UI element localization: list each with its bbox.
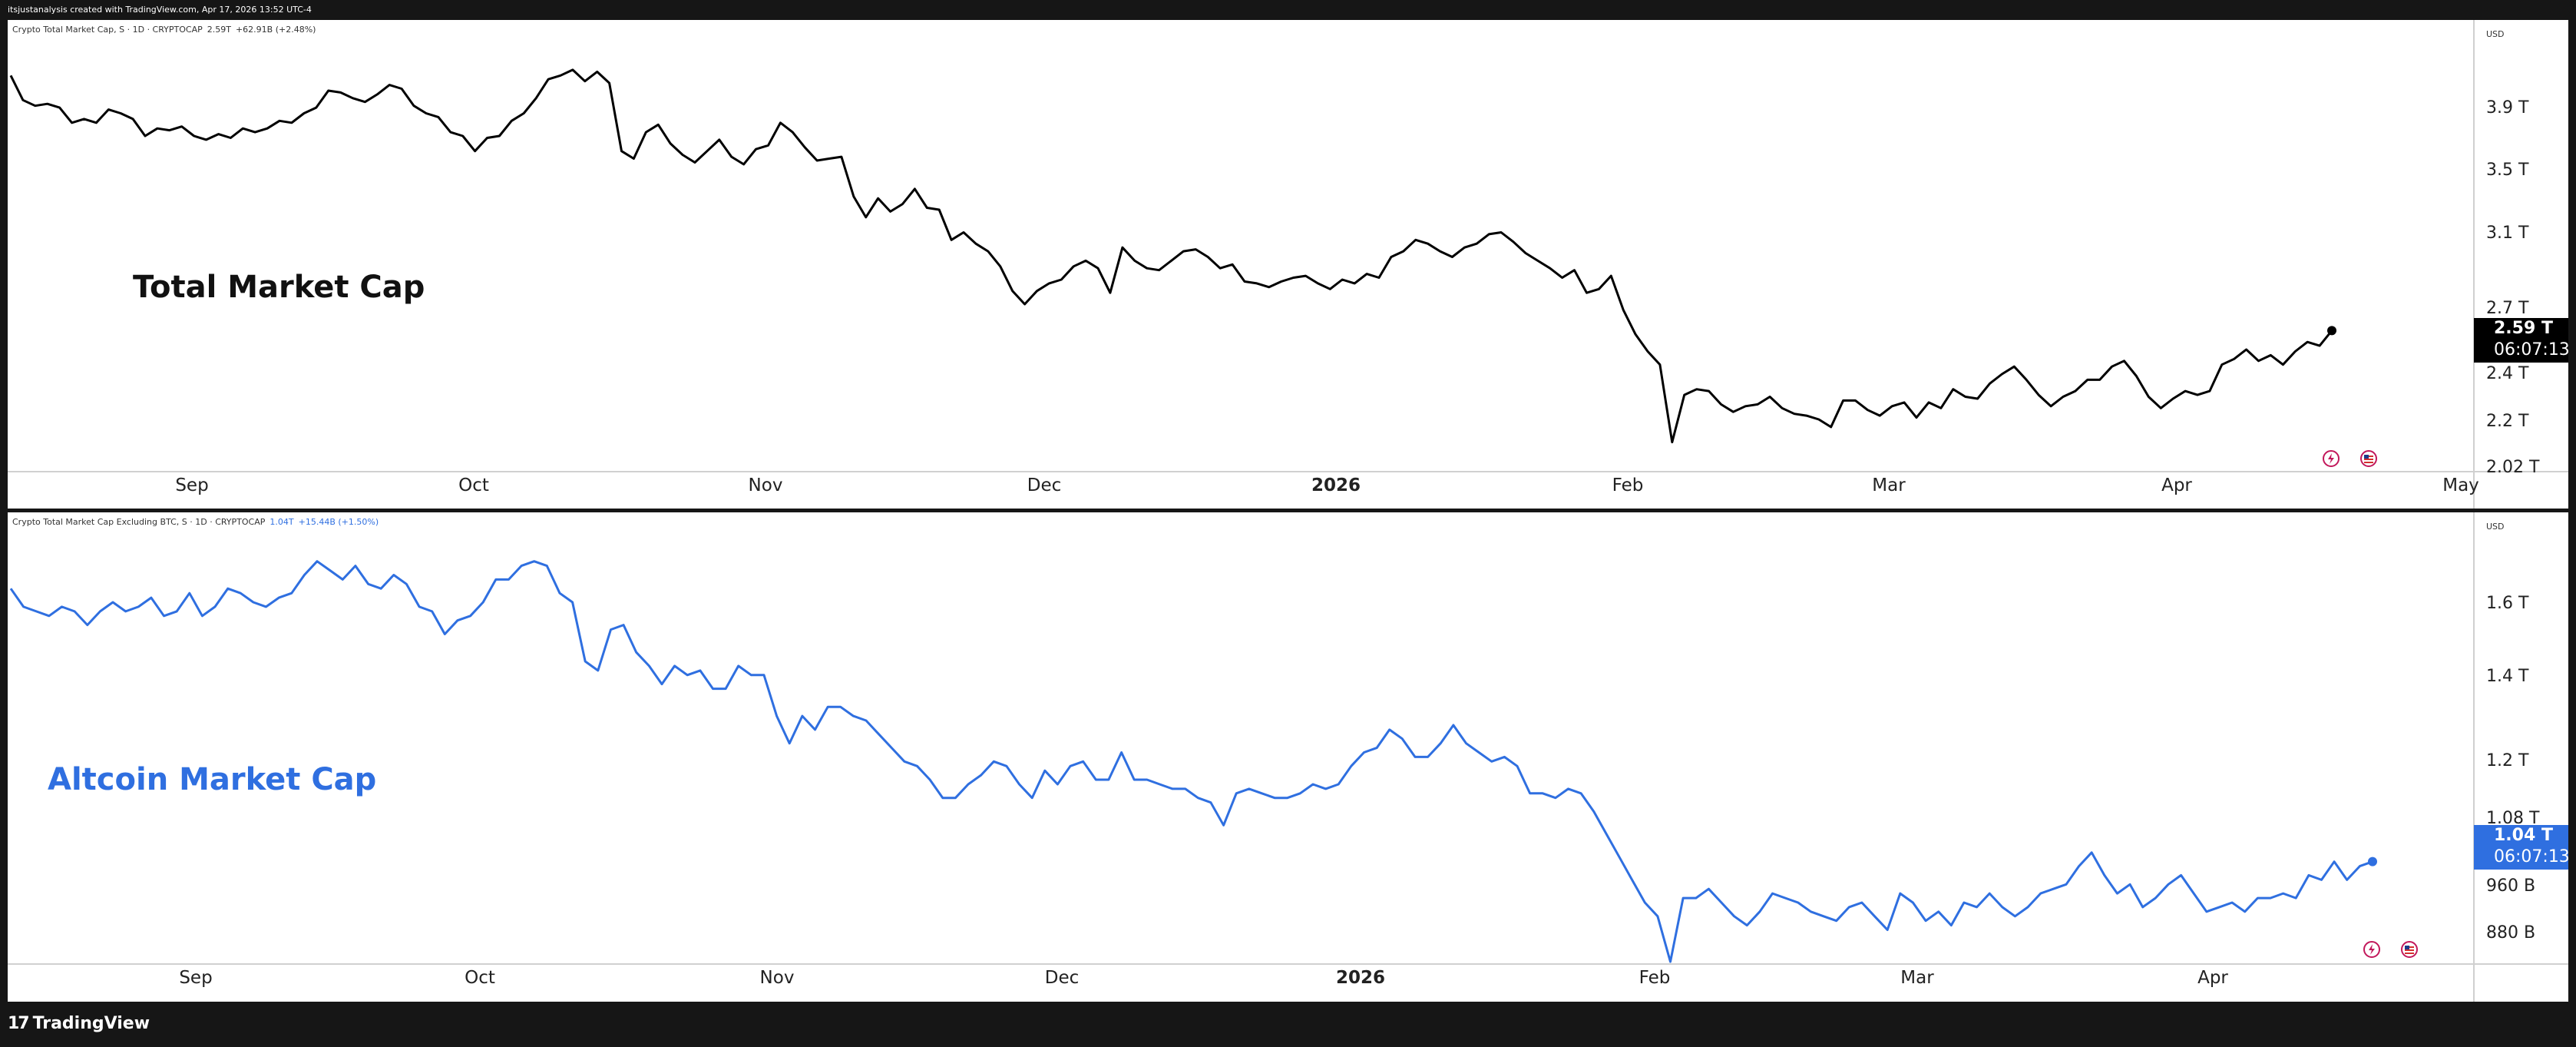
last-price: 1.04T bbox=[270, 517, 294, 527]
x-tick-label: Dec bbox=[1045, 968, 1080, 988]
last-price-badge: 1.04 T 06:07:13 bbox=[2474, 825, 2568, 870]
badge-value: 2.59 T bbox=[2494, 319, 2553, 338]
us-flag-icon[interactable] bbox=[2401, 941, 2418, 958]
total-market-cap-chart[interactable]: 3.9 T 3.5 T 3.1 T 2.7 T 2.4 T 2.2 T 2.02 T Sep O… bbox=[8, 20, 2568, 509]
altcoin-market-cap-pane[interactable]: 1.6 T 1.4 T 1.2 T 1.08 T 960 B 880 B Sep Oct Nov… bbox=[8, 512, 2568, 1002]
x-tick-label: Apr bbox=[2161, 475, 2192, 495]
y-tick-label: 880 B bbox=[2486, 923, 2535, 943]
currency-label: USD bbox=[2486, 29, 2505, 39]
lightning-icon[interactable] bbox=[2323, 450, 2340, 467]
y-tick-label: 960 B bbox=[2486, 876, 2535, 896]
y-tick-label: 2.4 T bbox=[2486, 364, 2529, 383]
symbol-title: Crypto Total Market Cap, S · 1D · CRYPTO… bbox=[12, 25, 203, 35]
x-tick-label: Oct bbox=[458, 475, 489, 495]
x-tick-label: Feb bbox=[1639, 968, 1671, 988]
y-tick-label: 3.1 T bbox=[2486, 224, 2529, 243]
y-tick-label: 3.5 T bbox=[2486, 161, 2529, 180]
chart-annotation-label: Altcoin Market Cap bbox=[48, 762, 377, 797]
badge-value: 1.04 T bbox=[2494, 826, 2553, 845]
y-tick-label: 1.6 T bbox=[2486, 594, 2529, 613]
price-change: +62.91B (+2.48%) bbox=[235, 25, 316, 35]
x-tick-label: Nov bbox=[760, 968, 795, 988]
lightning-icon[interactable] bbox=[2363, 941, 2380, 958]
us-flag-icon[interactable] bbox=[2360, 450, 2377, 467]
chart-annotation-label: Total Market Cap bbox=[133, 270, 425, 305]
last-price-badge: 2.59 T 06:07:13 bbox=[2474, 318, 2568, 363]
badge-countdown: 06:07:13 bbox=[2494, 340, 2568, 359]
x-tick-label: May bbox=[2442, 475, 2479, 495]
y-tick-label: 1.08 T bbox=[2486, 809, 2540, 828]
y-tick-label: 1.2 T bbox=[2486, 751, 2529, 770]
altcoin-market-cap-chart[interactable]: 1.6 T 1.4 T 1.2 T 1.08 T 960 B 880 B Sep Oct Nov… bbox=[8, 512, 2568, 1002]
badge-countdown: 06:07:13 bbox=[2494, 847, 2568, 866]
x-tick-label: Sep bbox=[175, 475, 208, 495]
y-tick-label: 2.02 T bbox=[2486, 458, 2540, 477]
last-price: 2.59T bbox=[207, 25, 231, 35]
x-tick-label: Oct bbox=[465, 968, 495, 988]
x-tick-label: 2026 bbox=[1336, 968, 1385, 988]
footer-bar: 17 TradingView bbox=[0, 1002, 2576, 1047]
symbol-title: Crypto Total Market Cap Excluding BTC, S… bbox=[12, 517, 266, 527]
y-tick-label: 3.9 T bbox=[2486, 98, 2529, 118]
x-tick-label: Nov bbox=[749, 475, 783, 495]
brand-name: TradingView bbox=[32, 1014, 150, 1033]
x-tick-label: Apr bbox=[2197, 968, 2228, 988]
price-change: +15.44B (+1.50%) bbox=[298, 517, 379, 527]
x-tick-label: Feb bbox=[1612, 475, 1644, 495]
y-tick-label: 2.2 T bbox=[2486, 412, 2529, 431]
tradingview-logo-icon: 17 bbox=[8, 1014, 30, 1033]
symbol-header: Crypto Total Market Cap Excluding BTC, S… bbox=[12, 517, 379, 527]
last-point-marker bbox=[2368, 856, 2377, 866]
x-tick-label: Mar bbox=[1872, 475, 1906, 495]
x-tick-label: Mar bbox=[1900, 968, 1934, 988]
series-line[interactable] bbox=[9, 560, 2373, 963]
currency-label: USD bbox=[2486, 522, 2505, 532]
x-tick-label: Sep bbox=[179, 968, 212, 988]
y-tick-label: 2.7 T bbox=[2486, 299, 2529, 318]
tradingview-logo[interactable]: 17 TradingView bbox=[8, 1014, 150, 1033]
chart-attribution-bar: itsjustanalysis created with TradingView… bbox=[0, 0, 2576, 20]
total-market-cap-pane[interactable]: 3.9 T 3.5 T 3.1 T 2.7 T 2.4 T 2.2 T 2.02 T Sep O… bbox=[8, 20, 2568, 509]
last-point-marker bbox=[2327, 326, 2336, 336]
series-line[interactable] bbox=[9, 68, 2333, 444]
symbol-header: Crypto Total Market Cap, S · 1D · CRYPTO… bbox=[12, 25, 316, 35]
x-tick-label: 2026 bbox=[1311, 475, 1361, 495]
y-tick-label: 1.4 T bbox=[2486, 667, 2529, 686]
x-tick-label: Dec bbox=[1027, 475, 1062, 495]
attribution-text: itsjustanalysis created with TradingView… bbox=[8, 5, 312, 15]
